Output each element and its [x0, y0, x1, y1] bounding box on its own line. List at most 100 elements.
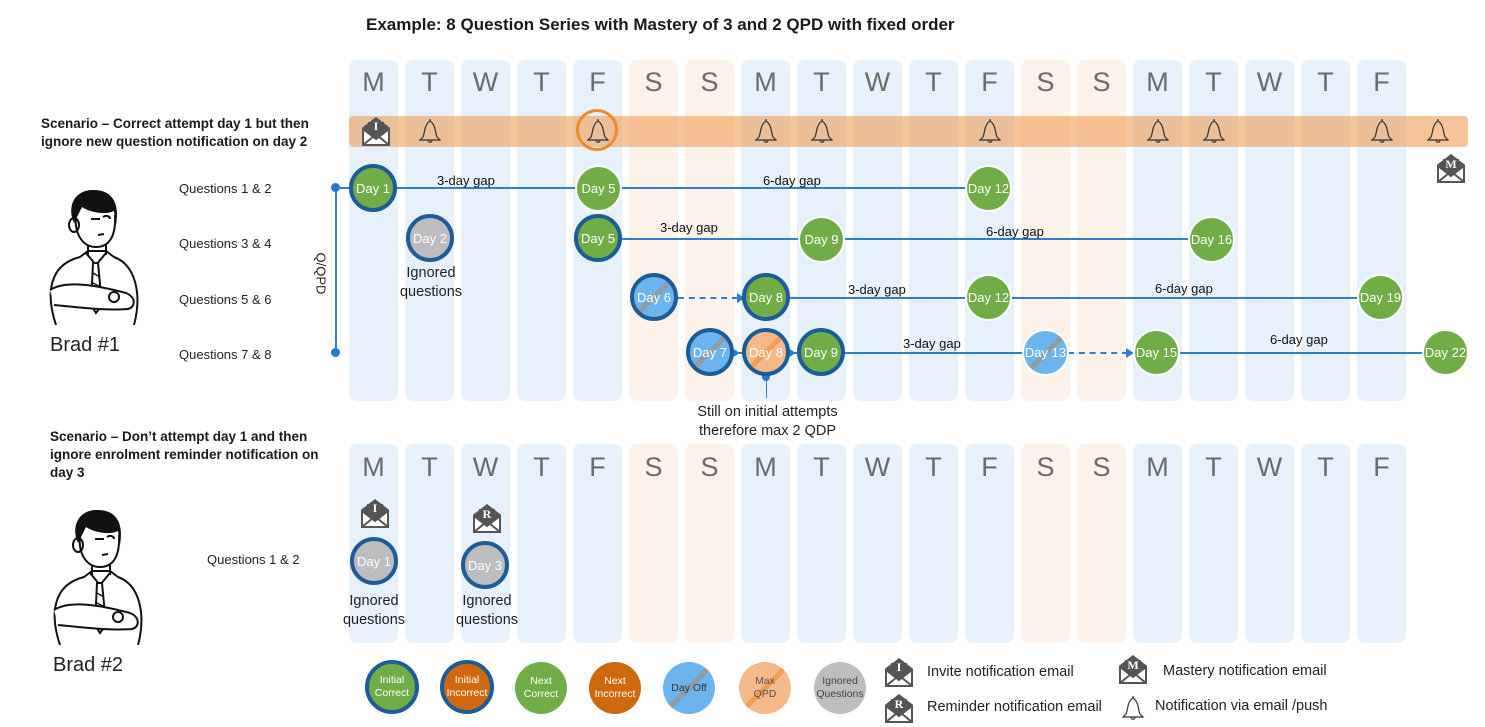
day-letter: F — [589, 452, 606, 482]
day-letter: M — [362, 67, 385, 97]
invite-email-icon: I — [362, 117, 390, 146]
bell-icon — [1426, 119, 1449, 143]
day-letter: F — [981, 452, 998, 482]
ignored-note: Ignored questions — [451, 592, 523, 630]
node-max-qpd: Day 8 — [742, 328, 790, 376]
weekday-column — [741, 444, 790, 643]
connector-line — [340, 187, 990, 189]
mastery-letter: M — [1445, 157, 1456, 171]
node-ignored: Day 2 — [406, 214, 454, 262]
day-letter: T — [925, 67, 942, 97]
note-line: questions — [455, 612, 519, 628]
day-letter: T — [421, 452, 438, 482]
day-letter: S — [644, 67, 663, 97]
legend-mastery-label: Mastery notification email — [1163, 663, 1327, 679]
day-letter: T — [813, 67, 830, 97]
invite-letter: I — [373, 501, 378, 515]
day-letter: T — [813, 452, 830, 482]
person-name-2: Brad #2 — [53, 654, 124, 676]
weekday-column — [1357, 444, 1406, 643]
gap-label: 3-day gap — [848, 282, 906, 297]
row-label: Questions 7 & 8 — [179, 347, 272, 362]
legend-letter: R — [895, 697, 904, 711]
legend-bell-icon — [1121, 696, 1145, 720]
day-letter: S — [1036, 452, 1055, 482]
ignored-note: Ignored questions — [338, 592, 410, 630]
scenario1-heading: Scenario – Correct attempt day 1 but the… — [41, 116, 309, 149]
day-letter: W — [472, 67, 499, 97]
reminder-letter: R — [483, 507, 492, 521]
day-letter: S — [644, 452, 663, 482]
day-letter: F — [589, 67, 606, 97]
node-day-off: Day 13 — [1022, 329, 1069, 376]
day-letter: T — [1317, 67, 1334, 97]
day-letter: T — [1205, 452, 1222, 482]
invite-email-icon: I — [361, 499, 389, 528]
day-letter: T — [533, 452, 550, 482]
node-next-correct: Day 5 — [575, 165, 622, 212]
gap-label: 6-day gap — [763, 173, 821, 188]
arrow-head — [737, 293, 745, 303]
weekend-column — [1077, 60, 1126, 401]
day-letter: M — [754, 67, 777, 97]
gap-label: 3-day gap — [437, 173, 495, 188]
row-label: Questions 3 & 4 — [179, 236, 272, 251]
weekday-column — [853, 444, 902, 643]
day-letter: M — [1146, 67, 1169, 97]
arrow-head — [788, 348, 796, 358]
row-label: Questions 1 & 2 — [207, 552, 300, 567]
qpd-axis-dot-top — [331, 183, 340, 192]
legend-reminder-label: Reminder notification email — [927, 699, 1102, 715]
max-qpd-note: Still on initial attempts therefore max … — [680, 403, 855, 441]
gap-label: 3-day gap — [903, 336, 961, 351]
day-letter: M — [1146, 452, 1169, 482]
weekend-column — [685, 444, 734, 643]
weekday-column — [517, 60, 566, 401]
legend-ignored: Ignored Questions — [814, 662, 866, 714]
weekday-column — [1245, 60, 1294, 401]
weekday-column — [909, 444, 958, 643]
legend-max-qpd: Max QPD — [739, 662, 791, 714]
node-next-correct: Day 9 — [798, 216, 845, 263]
qpd-axis-line — [335, 187, 337, 353]
node-initial-correct: Day 5 — [574, 214, 622, 262]
bell-icon — [978, 119, 1001, 143]
legend-notification-label: Notification via email /push — [1155, 698, 1328, 714]
weekday-column — [853, 60, 902, 401]
person-illustration-icon — [53, 509, 143, 645]
node-next-correct: Day 19 — [1357, 274, 1404, 321]
bell-icon — [1202, 119, 1225, 143]
note-line: Still on initial attempts — [697, 404, 838, 420]
invite-letter: I — [374, 119, 379, 133]
callout-dot — [762, 373, 770, 381]
day-letter: T — [1317, 452, 1334, 482]
node-initial-correct: Day 1 — [349, 164, 397, 212]
qpd-axis-dot-bottom — [331, 348, 340, 357]
dashed-connector — [1068, 352, 1128, 354]
weekday-column — [517, 444, 566, 643]
node-next-correct: Day 15 — [1133, 329, 1180, 376]
connector-line — [712, 352, 1048, 354]
weekday-column — [1133, 444, 1182, 643]
legend-letter: M — [1127, 658, 1138, 672]
connector-line — [766, 297, 1381, 299]
bell-icon — [1370, 119, 1393, 143]
node-next-correct: Day 22 — [1422, 329, 1469, 376]
legend-reminder-icon: R — [885, 694, 913, 723]
weekday-column — [797, 444, 846, 643]
weekend-column — [1021, 444, 1070, 643]
mastery-email-icon: M — [1437, 154, 1465, 183]
day-letter: M — [754, 452, 777, 482]
node-next-correct: Day 12 — [965, 274, 1012, 321]
day-letter: F — [1373, 67, 1390, 97]
legend-invite-label: Invite notification email — [927, 664, 1074, 680]
node-initial-correct: Day 8 — [742, 273, 790, 321]
node-initial-correct: Day 9 — [797, 328, 845, 376]
legend-invite-icon: I — [885, 658, 913, 687]
day-letter: T — [421, 67, 438, 97]
arrow-head — [732, 348, 740, 358]
day-letter: T — [1205, 67, 1222, 97]
node-day-off: Day 7 — [686, 328, 734, 376]
bell-icon — [810, 119, 833, 143]
note-line: Ignored — [406, 265, 456, 281]
